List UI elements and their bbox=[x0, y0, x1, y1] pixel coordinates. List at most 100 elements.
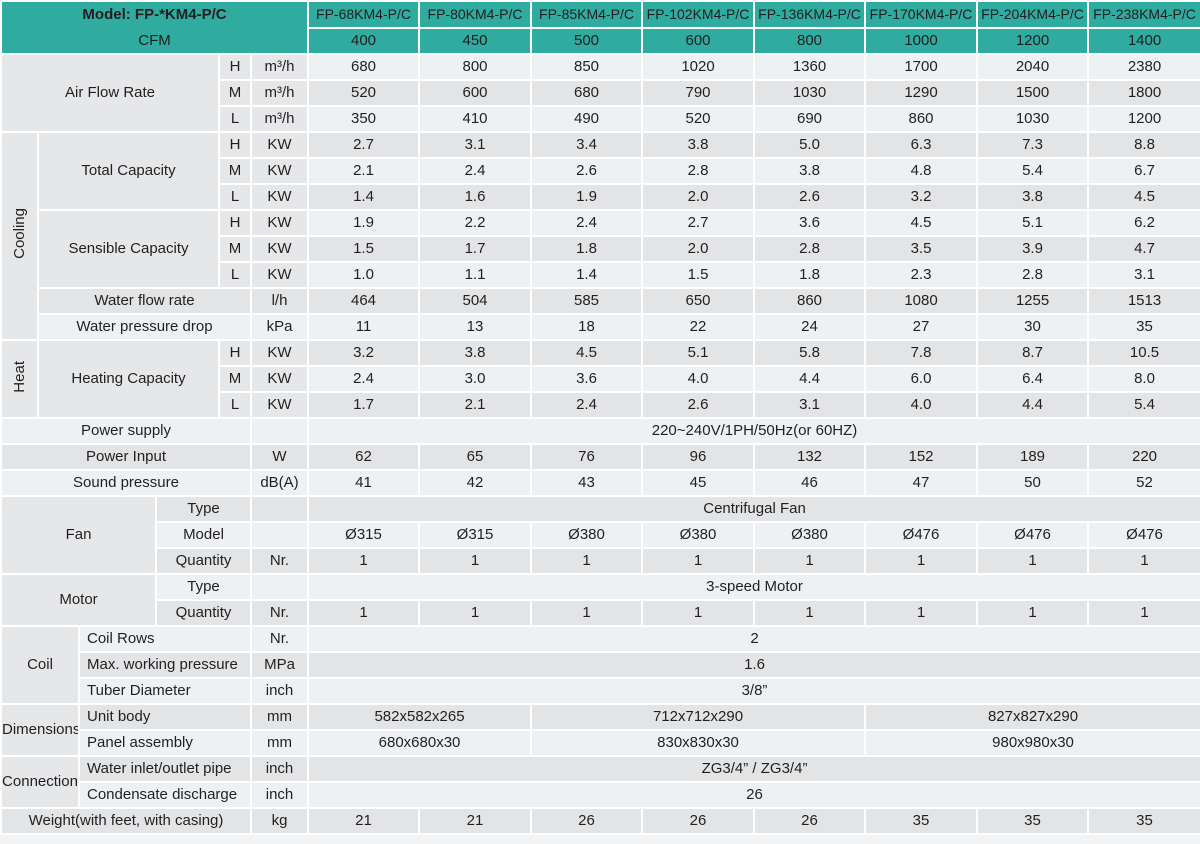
data-cell: 4.4 bbox=[753, 365, 867, 393]
unit-cell: Nr. bbox=[249, 625, 310, 653]
data-cell: 2.6 bbox=[753, 183, 867, 211]
header-row-cfm: 400 450 500 600 800 1000 1200 1400 bbox=[1, 27, 1200, 55]
data-cell: 132 bbox=[753, 443, 867, 471]
data-cell: 6.0 bbox=[864, 365, 979, 393]
data-cell: 1.5 bbox=[307, 235, 421, 263]
merged-value-cell: 680x680x30 bbox=[307, 729, 533, 757]
data-cell: 680 bbox=[307, 53, 421, 81]
row-label-fan-quantity: Quantity bbox=[155, 547, 252, 575]
data-cell: 860 bbox=[753, 287, 867, 315]
cfm-value-cell: 500 bbox=[530, 27, 644, 55]
data-cell: 2.6 bbox=[530, 157, 644, 185]
data-cell: 3.6 bbox=[530, 365, 644, 393]
speed-cell: M bbox=[218, 235, 252, 263]
cfm-value-cell: 800 bbox=[753, 27, 867, 55]
merged-value-cell: ZG3/4” / ZG3/4” bbox=[307, 755, 1200, 783]
row-water-flow-rate: Water flow rate l/h 464 504 585 650 860 … bbox=[1, 287, 1200, 315]
data-cell: 1.9 bbox=[530, 183, 644, 211]
unit-cell-empty bbox=[249, 573, 310, 601]
data-cell: 1.7 bbox=[307, 391, 421, 419]
merged-value-cell: 712x712x290 bbox=[530, 703, 867, 731]
data-cell: 464 bbox=[307, 287, 421, 315]
data-cell: 5.1 bbox=[641, 339, 756, 367]
row-weight: Weight(with feet, with casing) kg 21 21 … bbox=[0, 807, 1200, 835]
data-cell: 27 bbox=[864, 313, 979, 341]
row-label-coil-rows: Coil Rows bbox=[78, 625, 252, 653]
data-cell: 1 bbox=[530, 547, 644, 575]
row-label-weight: Weight(with feet, with casing) bbox=[0, 807, 252, 835]
row-label-sound-pressure: Sound pressure bbox=[0, 469, 252, 497]
cfm-value-cell: 450 bbox=[418, 27, 533, 55]
data-cell: 1.8 bbox=[530, 235, 644, 263]
row-label-air-flow-rate: Air Flow Rate bbox=[0, 53, 220, 133]
speed-cell: M bbox=[218, 79, 252, 107]
data-cell: 1.0 bbox=[307, 261, 421, 289]
data-cell: 42 bbox=[418, 469, 533, 497]
row-condensate-discharge: Condensate discharge inch 26 bbox=[1, 781, 1200, 809]
data-cell: 1080 bbox=[864, 287, 979, 315]
data-cell: 3.8 bbox=[418, 339, 533, 367]
unit-cell: Nr. bbox=[249, 547, 310, 575]
data-cell: Ø476 bbox=[976, 521, 1090, 549]
unit-cell: KW bbox=[249, 157, 310, 185]
data-cell: 1 bbox=[976, 547, 1090, 575]
unit-cell: kg bbox=[249, 807, 310, 835]
section-label-cooling: Cooling bbox=[0, 131, 39, 341]
data-cell: 1255 bbox=[976, 287, 1090, 315]
speed-cell: L bbox=[218, 391, 252, 419]
data-cell: 35 bbox=[1087, 313, 1200, 341]
model-header-cell: FP-204KM4-P/C bbox=[976, 0, 1090, 29]
data-cell: 1 bbox=[1087, 599, 1200, 627]
data-cell: Ø315 bbox=[307, 521, 421, 549]
row-label-motor-type: Type bbox=[155, 573, 252, 601]
data-cell: 35 bbox=[1087, 807, 1200, 835]
data-cell: 3.5 bbox=[864, 235, 979, 263]
data-cell: 2.1 bbox=[307, 157, 421, 185]
data-cell: 1500 bbox=[976, 79, 1090, 107]
data-cell: Ø315 bbox=[418, 521, 533, 549]
data-cell: 520 bbox=[307, 79, 421, 107]
row-label-unit-body: Unit body bbox=[78, 703, 252, 731]
data-cell: 2.0 bbox=[641, 235, 756, 263]
data-cell: 800 bbox=[418, 53, 533, 81]
data-cell: 21 bbox=[418, 807, 533, 835]
row-label-panel-assembly: Panel assembly bbox=[78, 729, 252, 757]
unit-cell: inch bbox=[249, 677, 310, 705]
model-header-cell: FP-80KM4-P/C bbox=[418, 0, 533, 29]
data-cell: 1.4 bbox=[307, 183, 421, 211]
data-cell: Ø380 bbox=[641, 521, 756, 549]
unit-cell: KW bbox=[249, 209, 310, 237]
data-cell: 8.7 bbox=[976, 339, 1090, 367]
data-cell: 2.3 bbox=[864, 261, 979, 289]
data-cell: 1 bbox=[530, 599, 644, 627]
merged-value-cell: 1.6 bbox=[307, 651, 1200, 679]
model-header-cell: FP-238KM4-P/C bbox=[1087, 0, 1200, 29]
row-motor-quantity: Quantity Nr. 1 1 1 1 1 1 1 1 bbox=[1, 599, 1200, 627]
data-cell: 2.7 bbox=[641, 209, 756, 237]
merged-value-cell: 830x830x30 bbox=[530, 729, 867, 757]
data-cell: 3.1 bbox=[418, 131, 533, 159]
data-cell: 3.1 bbox=[753, 391, 867, 419]
row-max-working-pressure: Max. working pressure MPa 1.6 bbox=[1, 651, 1200, 679]
row-label-sensible-capacity: Sensible Capacity bbox=[37, 209, 220, 289]
data-cell: 13 bbox=[418, 313, 533, 341]
row-heating-capacity-l: L KW 1.7 2.1 2.4 2.6 3.1 4.0 4.4 5.4 bbox=[1, 391, 1200, 419]
data-cell: 3.1 bbox=[1087, 261, 1200, 289]
data-cell: 35 bbox=[976, 807, 1090, 835]
unit-cell: KW bbox=[249, 391, 310, 419]
row-total-capacity-m: M KW 2.1 2.4 2.6 2.8 3.8 4.8 5.4 6.7 bbox=[1, 157, 1200, 185]
data-cell: 43 bbox=[530, 469, 644, 497]
data-cell: 3.4 bbox=[530, 131, 644, 159]
data-cell: 2.4 bbox=[530, 209, 644, 237]
data-cell: 1513 bbox=[1087, 287, 1200, 315]
data-cell: 65 bbox=[418, 443, 533, 471]
data-cell: 6.3 bbox=[864, 131, 979, 159]
cfm-value-cell: 400 bbox=[307, 27, 421, 55]
data-cell: 11 bbox=[307, 313, 421, 341]
data-cell: Ø476 bbox=[1087, 521, 1200, 549]
unit-cell: m³/h bbox=[249, 79, 310, 107]
data-cell: 5.8 bbox=[753, 339, 867, 367]
data-cell: 7.3 bbox=[976, 131, 1090, 159]
data-cell: 2380 bbox=[1087, 53, 1200, 81]
row-sound-pressure: Sound pressure dB(A) 41 42 43 45 46 47 5… bbox=[0, 469, 1200, 497]
